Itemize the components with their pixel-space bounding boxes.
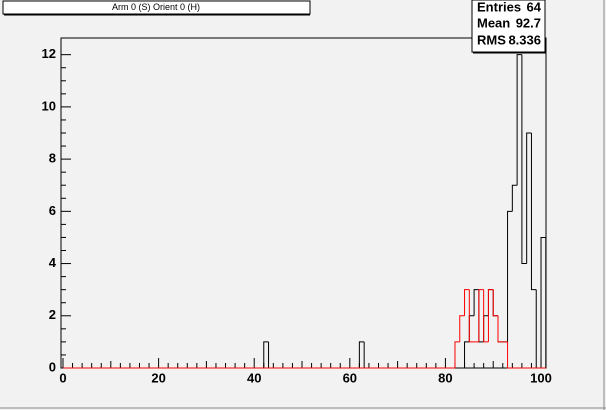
histogram-bin (507, 341, 513, 369)
x-tick-label: 100 (530, 370, 552, 385)
histogram-bin (526, 132, 532, 264)
y-tick-label: 4 (49, 255, 57, 270)
histogram-bin (487, 289, 494, 342)
histogram-bin (454, 341, 460, 368)
stats-entries-label: Entries (477, 0, 521, 14)
y-tick-label: 10 (42, 98, 56, 113)
histogram-bin (511, 184, 518, 212)
stats-mean: 92.7 (516, 15, 541, 30)
histogram-bin (497, 315, 503, 343)
histogram-bin (507, 210, 513, 342)
chart-title: Arm 0 (S) Orient 0 (H) (112, 2, 200, 12)
y-tick-label: 0 (49, 359, 56, 374)
x-tick-label: 0 (59, 370, 66, 385)
histogram-bin (478, 289, 484, 342)
stats-rms-label: RMS (477, 32, 506, 47)
stats-rms: 8.336 (508, 32, 541, 47)
frame (60, 37, 547, 369)
x-tick-label: 40 (247, 370, 261, 385)
histogram-bin (464, 341, 470, 368)
x-tick-label: 20 (151, 370, 165, 385)
histogram-bin (492, 289, 498, 317)
x-tick-label: 60 (343, 370, 357, 385)
histogram-bin (468, 289, 475, 343)
stats-mean-label: Mean (477, 15, 510, 30)
histogram-bin (263, 341, 269, 368)
histogram-bin (516, 54, 522, 186)
y-tick-label: 12 (42, 46, 56, 61)
y-tick-label: 6 (49, 203, 56, 218)
histogram-bin (540, 236, 547, 368)
y-tick-label: 8 (49, 151, 56, 166)
stats-entries: 64 (527, 0, 542, 14)
histogram-bin (473, 289, 479, 316)
x-tick-label: 80 (438, 370, 452, 385)
y-tick-label: 2 (49, 307, 56, 322)
histogram-bin (464, 289, 470, 316)
histogram-bin (483, 289, 489, 343)
histogram-bin (358, 341, 365, 368)
plot-area: 0 2 4 6 8 10 12 0 20 40 60 80 100 (42, 46, 552, 385)
histogram-bin (530, 133, 537, 291)
histogram-bin (459, 315, 465, 342)
histogram-bin (521, 54, 527, 265)
